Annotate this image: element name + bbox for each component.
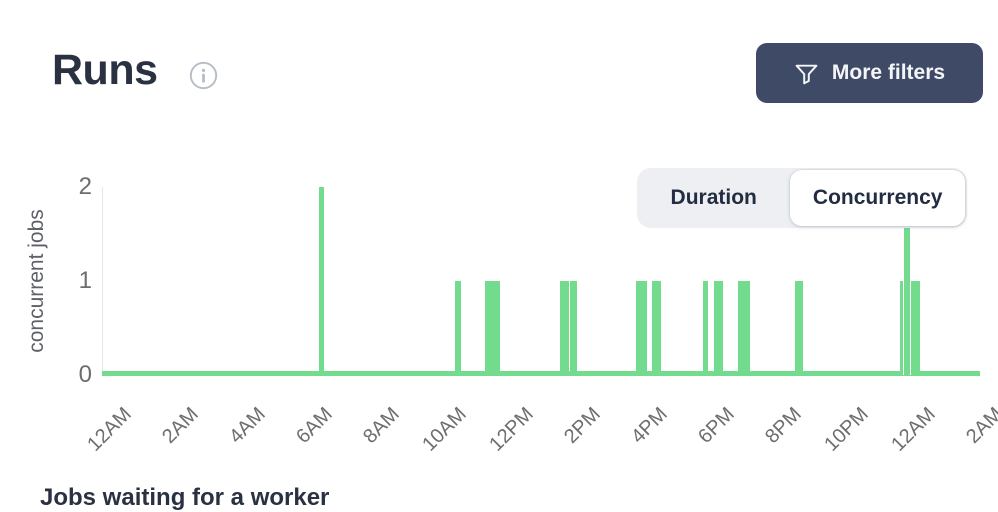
chart-bar xyxy=(714,281,723,375)
chart-bar xyxy=(794,281,804,375)
y-axis-line xyxy=(102,187,103,375)
x-tick-label: 12PM xyxy=(485,403,538,456)
chart-bar xyxy=(635,281,648,375)
info-icon[interactable] xyxy=(189,61,218,90)
x-tick-label: 12AM xyxy=(887,403,940,456)
x-tick-label: 2PM xyxy=(560,403,605,448)
y-axis-title: concurrent jobs xyxy=(25,209,48,353)
more-filters-button[interactable]: More filters xyxy=(756,43,983,103)
plot-area xyxy=(102,187,980,376)
toggle-option-concurrency[interactable]: Concurrency xyxy=(790,170,965,226)
x-tick-label: 12AM xyxy=(83,403,136,456)
chart-bar xyxy=(570,281,577,375)
more-filters-label: More filters xyxy=(831,61,946,84)
y-tick-label: 2 xyxy=(78,173,92,200)
filter-funnel-icon xyxy=(795,64,818,84)
x-tick-label: 6AM xyxy=(292,403,337,448)
metric-toggle: Duration Concurrency xyxy=(637,168,967,228)
chart-bar xyxy=(652,281,661,375)
x-tick-label: 8AM xyxy=(359,403,404,448)
x-tick-label: 2AM xyxy=(962,403,998,448)
x-tick-label: 4PM xyxy=(627,403,672,448)
page-title: Runs xyxy=(52,46,158,94)
chart-bar xyxy=(454,281,462,375)
runs-dashboard: Runs More filters concurrent jobs 0 1 2 12… xyxy=(25,43,998,511)
chart-bar xyxy=(319,187,325,375)
chart-bar xyxy=(737,281,750,375)
toggle-option-duration[interactable]: Duration xyxy=(637,168,790,228)
chart-bar xyxy=(484,281,500,375)
chart-bar xyxy=(702,281,708,375)
next-section-heading: Jobs waiting for a worker xyxy=(40,484,330,511)
x-tick-label: 8PM xyxy=(761,403,806,448)
x-axis-baseline xyxy=(102,371,980,376)
x-tick-label: 10AM xyxy=(418,403,471,456)
x-tick-label: 4AM xyxy=(225,403,270,448)
y-tick-label: 1 xyxy=(78,267,92,294)
chart-bar-spike xyxy=(903,187,911,375)
chart-bar xyxy=(560,281,569,375)
y-tick-label: 0 xyxy=(78,361,92,388)
x-tick-label: 6PM xyxy=(694,403,739,448)
x-tick-label: 10PM xyxy=(820,403,873,456)
x-tick-label: 2AM xyxy=(158,403,203,448)
